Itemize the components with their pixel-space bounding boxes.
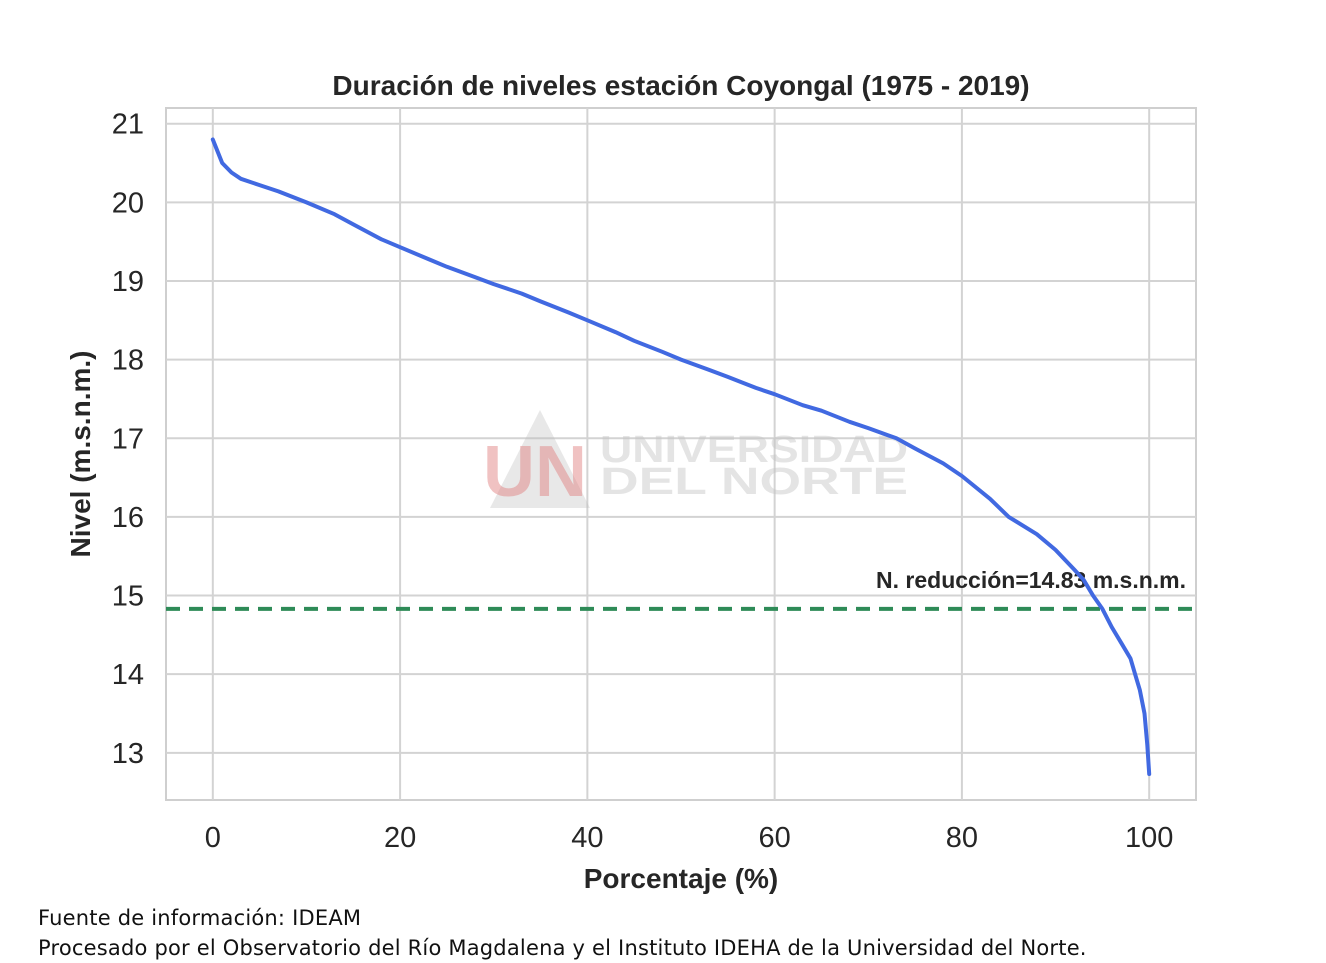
y-tick-label: 19 — [112, 266, 144, 298]
y-axis-title: Nivel (m.s.n.m.) — [65, 351, 96, 558]
x-tick-label: 100 — [1125, 822, 1173, 854]
source-line-1: Fuente de información: IDEAM — [38, 906, 362, 930]
axis-ticks: 0 20 40 60 80 100 13 14 15 16 17 18 19 20 21 — [112, 109, 1174, 854]
university-watermark-logo: UN UNIVERSIDAD DEL NORTE — [483, 410, 908, 512]
series-line-levels — [210, 137, 1152, 776]
watermark-line1: UNIVERSIDAD — [600, 429, 908, 471]
y-tick-label: 15 — [112, 581, 144, 613]
y-tick-label: 20 — [112, 187, 144, 219]
y-tick-label: 18 — [112, 345, 144, 377]
y-tick-label: 14 — [112, 659, 144, 691]
x-tick-label: 60 — [759, 822, 791, 854]
duration-chart: Duración de niveles estación Coyongal (1… — [65, 70, 1197, 894]
watermark-logo-letters: UN — [483, 432, 587, 512]
x-tick-label: 0 — [205, 822, 221, 854]
plot-frame — [165, 107, 1197, 801]
grid-lines — [166, 108, 1196, 800]
x-tick-label: 20 — [384, 822, 416, 854]
chart-title: Duración de niveles estación Coyongal (1… — [332, 70, 1029, 101]
y-tick-label: 17 — [112, 423, 144, 455]
y-tick-label: 16 — [112, 502, 144, 534]
watermark-line2: DEL NORTE — [600, 461, 908, 503]
x-axis-title: Porcentaje (%) — [584, 863, 779, 894]
x-tick-label: 80 — [946, 822, 978, 854]
reduction-level-label: N. reducción=14.83 m.s.n.m. — [876, 567, 1186, 593]
y-tick-label: 21 — [112, 109, 144, 141]
y-tick-label: 13 — [112, 738, 144, 770]
x-tick-label: 40 — [571, 822, 603, 854]
source-line-2: Procesado por el Observatorio del Río Ma… — [38, 936, 1087, 960]
